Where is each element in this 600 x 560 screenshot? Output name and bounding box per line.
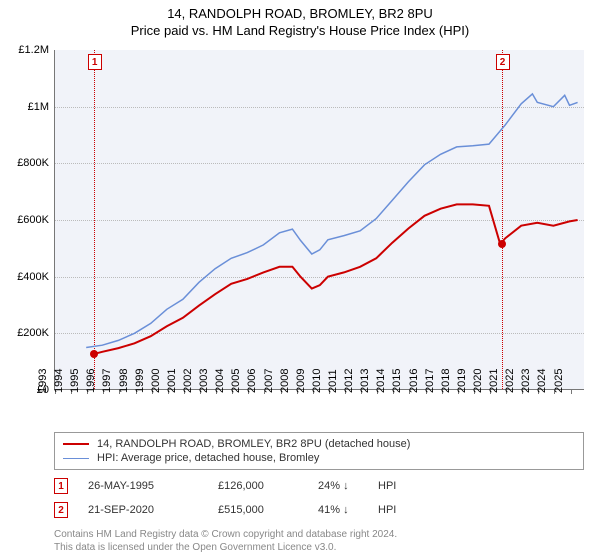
legend-label: 14, RANDOLPH ROAD, BROMLEY, BR2 8PU (det… [97,438,410,450]
footnote-line-2: This data is licensed under the Open Gov… [54,541,397,554]
y-axis-label: £800K [17,157,49,169]
sale-price: £515,000 [218,504,318,516]
y-axis-label: £1M [28,101,49,113]
legend-item: HPI: Average price, detached house, Brom… [63,451,575,465]
sale-delta: 41% ↓ [318,504,378,516]
sale-marker-2: 2 [54,502,68,518]
legend-label: HPI: Average price, detached house, Brom… [97,452,319,464]
sale-delta: 24% ↓ [318,480,378,492]
legend-swatch [63,458,89,459]
y-axis-label: £200K [17,327,49,339]
chart-subtitle: Price paid vs. HM Land Registry's House … [0,23,600,38]
legend: 14, RANDOLPH ROAD, BROMLEY, BR2 8PU (det… [54,432,584,470]
y-axis-label: £1.2M [18,44,49,56]
sale-date: 21-SEP-2020 [88,504,218,516]
series-line [93,204,578,354]
legend-item: 14, RANDOLPH ROAD, BROMLEY, BR2 8PU (det… [63,437,575,451]
sale-price: £126,000 [218,480,318,492]
sale-row-2: 2 21-SEP-2020 £515,000 41% ↓ HPI [54,502,584,518]
chart-title: 14, RANDOLPH ROAD, BROMLEY, BR2 8PU [0,6,600,21]
chart-area: £0£200K£400K£600K£800K£1M£1.2M1993199419… [54,50,584,390]
sale-ref: HPI [378,480,396,492]
sale-row-1: 1 26-MAY-1995 £126,000 24% ↓ HPI [54,478,584,494]
line-plot [54,50,584,390]
footnote: Contains HM Land Registry data © Crown c… [54,528,397,554]
footnote-line-1: Contains HM Land Registry data © Crown c… [54,528,397,541]
chart-title-block: 14, RANDOLPH ROAD, BROMLEY, BR2 8PU Pric… [0,0,600,38]
sale-ref: HPI [378,504,396,516]
y-axis-label: £600K [17,214,49,226]
sale-date: 26-MAY-1995 [88,480,218,492]
legend-swatch [63,443,89,445]
sale-marker-1: 1 [54,478,68,494]
series-line [86,94,577,348]
x-axis-label: 1993 [37,369,49,393]
y-axis-label: £400K [17,271,49,283]
